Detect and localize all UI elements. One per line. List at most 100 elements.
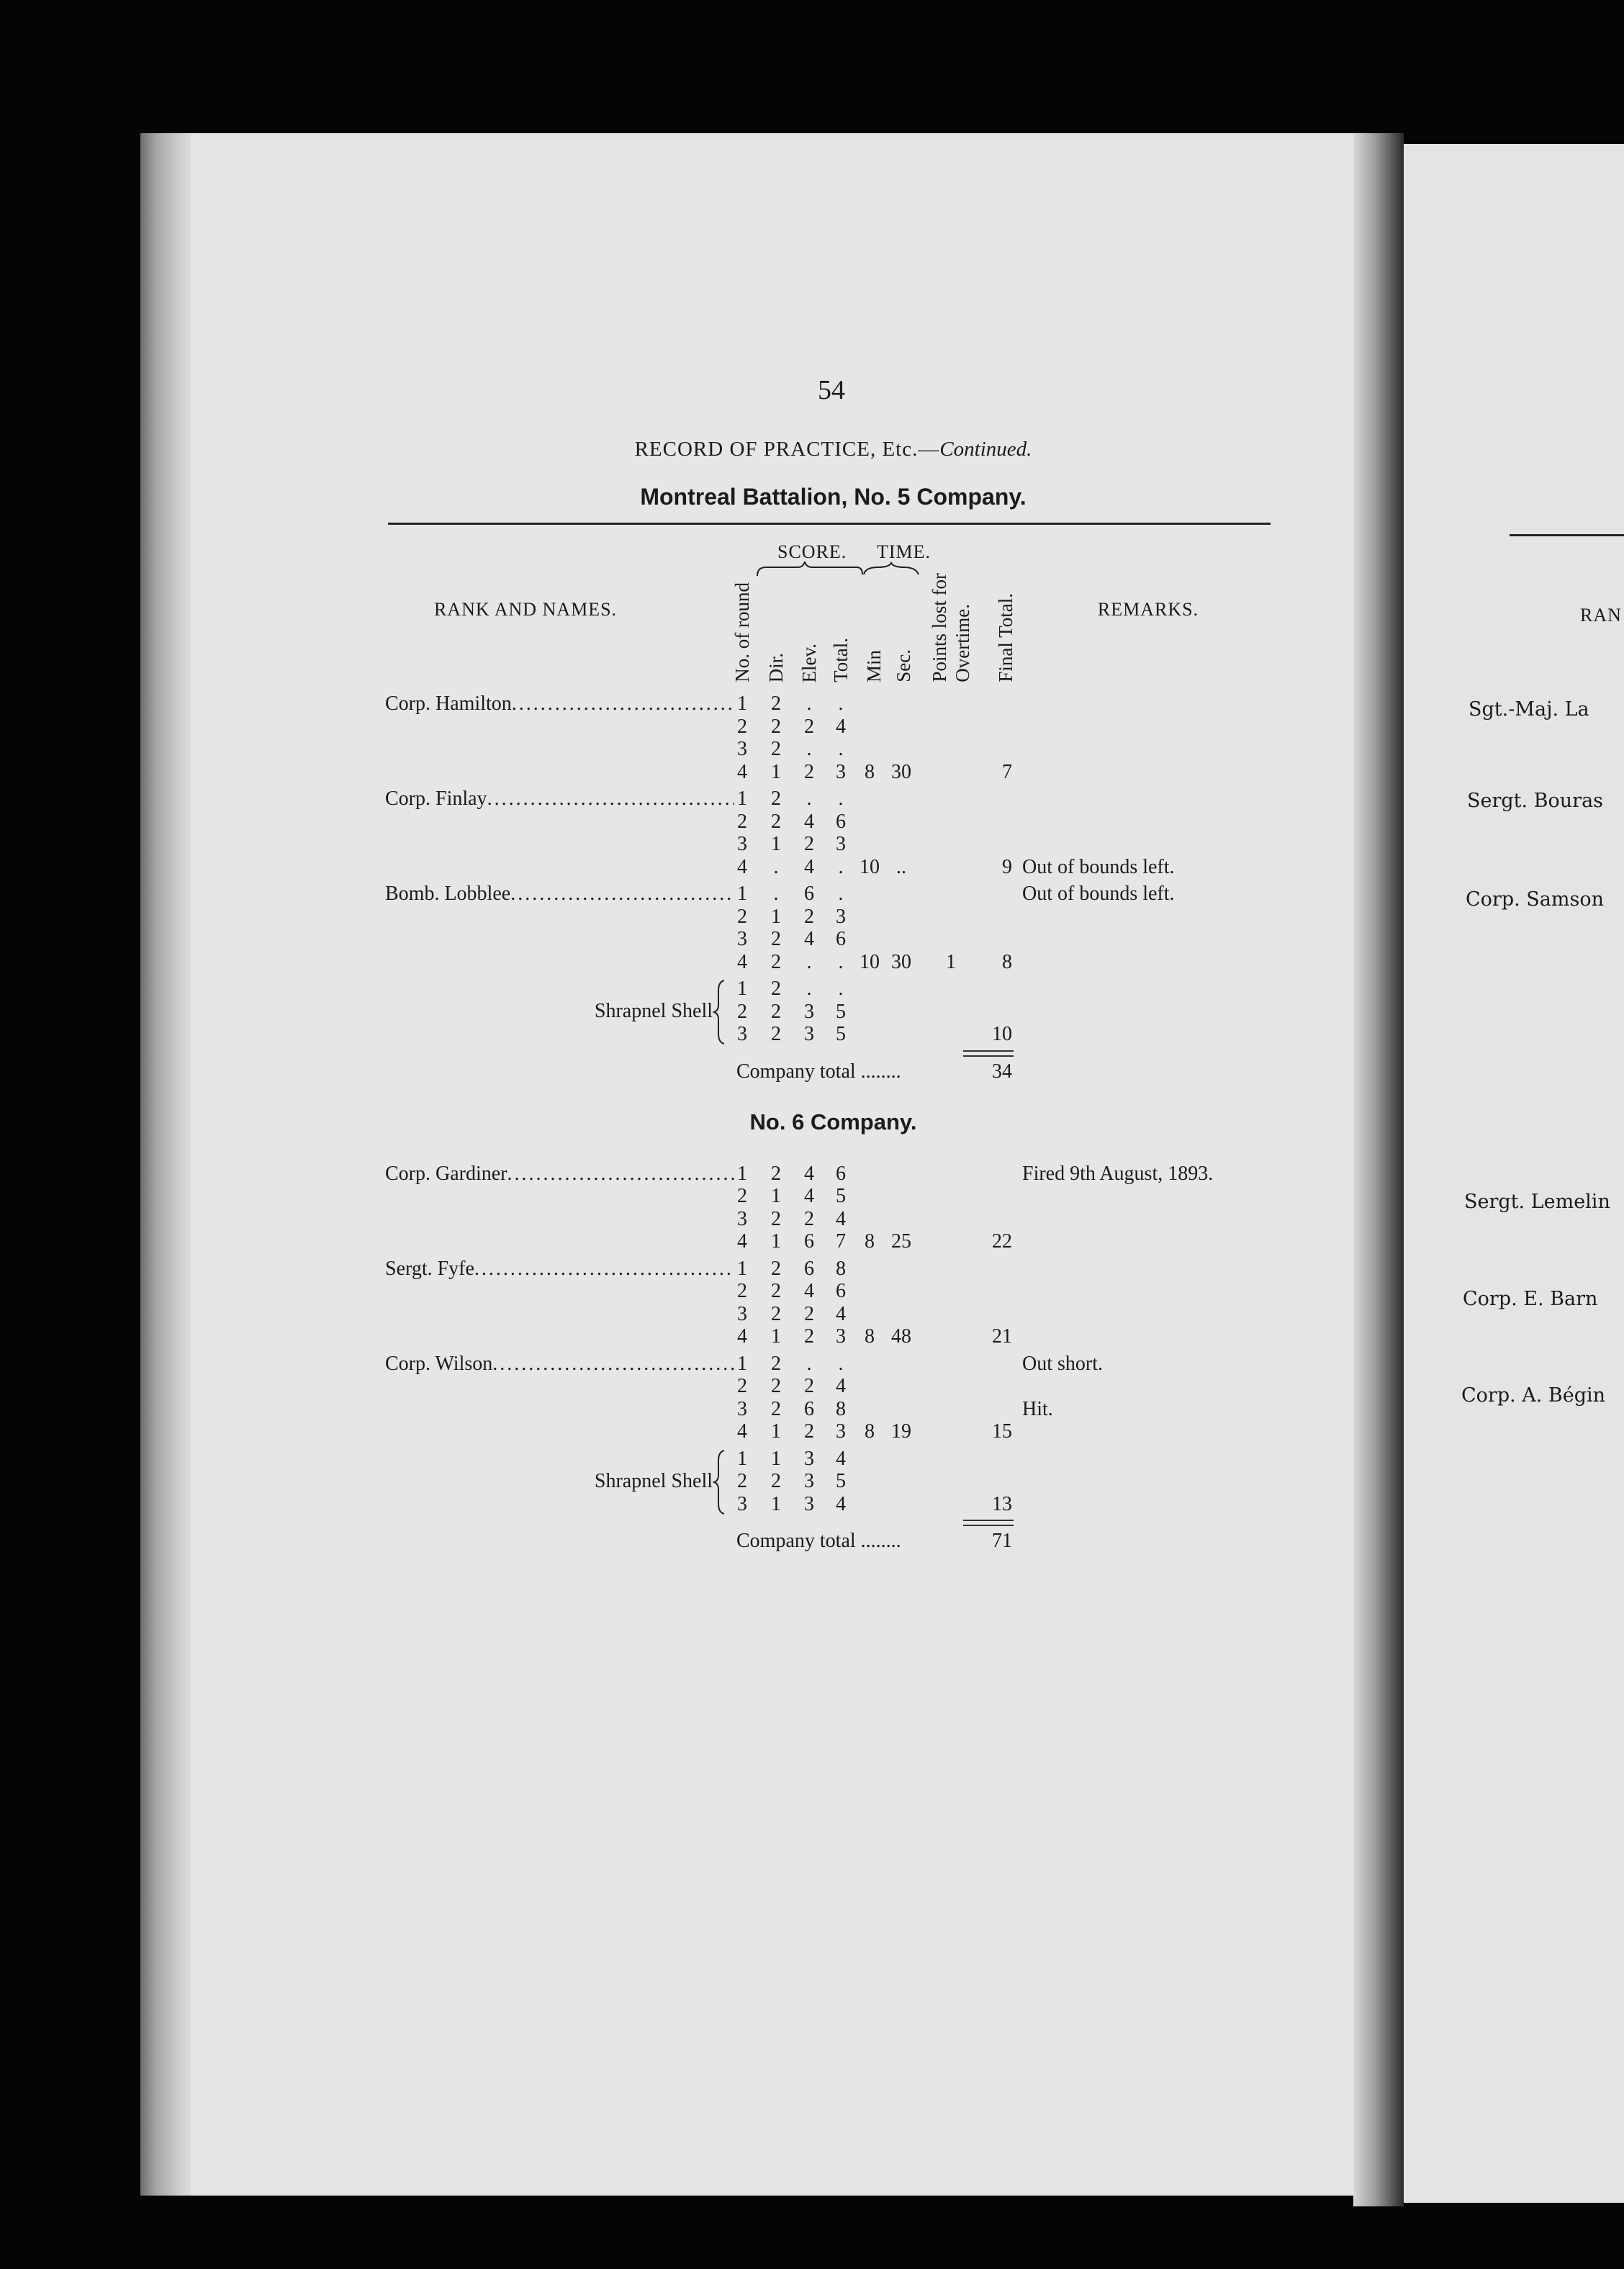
cell-dir: 2 [771,693,781,715]
running-head-italic: Continued. [939,438,1032,461]
entry-corp-finlay: 1 2.. Corp. Finlay .......................… [0,788,1379,878]
col-round: No. of round [731,582,753,682]
name-text: Bomb. Lobblee [385,883,511,905]
cell-total: 8 [836,1397,846,1420]
cell-total: . [838,978,844,1000]
cell-round: 1 [737,693,747,715]
col-points-lost-line2: Overtime. [952,604,973,682]
cell-final-total: 9 [1002,855,1012,878]
cell-dir: 1 [771,833,781,855]
cell-elev: 4 [804,1280,814,1302]
cell-dir: 1 [771,760,781,783]
cell-total: 6 [836,928,846,950]
col-points-lost-line1: Points lost for [929,573,950,682]
company-heading: No. 6 Company. [749,1109,917,1134]
right-col-rank: Ran [1580,605,1622,626]
col-min: Min [863,649,885,682]
cell-elev: 2 [804,1207,814,1230]
cell-elev: 6 [804,1230,814,1253]
cell-elev: 2 [804,1420,814,1443]
cell-round: 4 [737,1325,747,1348]
cell-dir: 2 [771,1000,781,1023]
table-row: 4 2.. 10 30 1 8 [0,951,1379,974]
name-text: Corp. Hamilton [385,693,512,715]
cell-total: 5 [836,1000,846,1023]
name-text: Sergt. Fyfe [385,1257,474,1280]
cell-elev: . [806,738,812,760]
cell-total: 6 [836,1280,846,1302]
cell-sec: 30 [891,760,911,783]
cell-elev: 3 [804,1447,814,1470]
cell-points-lost: 1 [946,950,956,973]
entry-name: Corp. Gardiner .........................… [385,1163,734,1186]
shrapnel-label: Shrapnel Shell [594,1469,713,1492]
cell-dir: 1 [771,1420,781,1443]
cell-round: 2 [737,1000,747,1023]
dot-leader: ........................................… [487,788,734,810]
table-row: 3 2 6 8 Hit. [0,1398,1379,1421]
table-row: 1 2 4 6 Fired 9th August, 1893. Corp. Gardine… [0,1163,1379,1186]
right-page-name: Corp. Samson [1466,888,1604,911]
table-row: 4 1 2 3 8 48 21 [0,1325,1379,1348]
brace-icon [713,980,725,1045]
shrapnel-shell-group: Shrapnel Shell 1 2.. 2 2 3 5 3 2 3 5 10 [0,978,1379,1046]
cell-round: 2 [737,715,747,738]
table-row: 3 2.. [0,738,1379,761]
cell-round: 1 [737,1352,747,1375]
cell-round: 3 [737,1397,747,1420]
cell-total: 4 [836,715,846,738]
cell-dir: 1 [771,1185,781,1207]
cell-round: 4 [737,950,747,973]
cell-total: 5 [836,1023,846,1045]
cell-sec: 48 [891,1325,911,1348]
cell-final-total: 7 [1002,760,1012,783]
cell-total: 4 [836,1447,846,1470]
cell-total: 3 [836,760,846,783]
cell-elev: 2 [804,833,814,855]
table-row: 1 2.. [0,978,1379,1001]
cell-total: . [838,855,844,878]
cell-round: 3 [737,1207,747,1230]
total-underline-row [0,1515,1379,1530]
cell-elev: 4 [804,810,814,833]
table-row: 1 2.. Corp. Finlay .......................… [0,788,1379,811]
cell-final-total: 8 [1002,950,1012,973]
cell-round: 3 [737,1023,747,1045]
cell-total: 8 [836,1257,846,1280]
cell-sec: 30 [891,950,911,973]
cell-elev: 3 [804,1000,814,1023]
cell-total: 3 [836,1420,846,1443]
cell-total: 5 [836,1185,846,1207]
cell-elev: . [806,950,812,973]
cell-total: . [838,1352,844,1375]
cell-dir: 2 [771,738,781,760]
cell-dir: 2 [771,1470,781,1492]
total-underline [963,1050,1014,1057]
total-underline [963,1520,1014,1526]
dot-leader: ........................................… [492,1352,734,1375]
total-underline-row [0,1046,1379,1060]
cell-total: 3 [836,833,846,855]
cell-elev: 6 [804,1397,814,1420]
battalion-heading: Montreal Battalion, No. 5 Company. [640,484,1027,510]
table-row: 1 2.. Out short. Corp. Wilson .............… [0,1353,1379,1376]
cell-final-total: 15 [992,1420,1012,1443]
cell-elev: 4 [804,928,814,950]
table-row: 3 2 3 5 10 [0,1023,1379,1046]
cell-sec: 25 [891,1230,911,1253]
cell-dir: 2 [771,1352,781,1375]
cell-round: 4 [737,855,747,878]
cell-round: 1 [737,1447,747,1470]
cell-elev: . [806,1352,812,1375]
right-page-name: Corp. A. Bégin [1461,1384,1606,1407]
entry-name: Bomb. Lobblee ..........................… [385,883,734,906]
left-page [140,133,1379,2196]
cell-elev: 3 [804,1470,814,1492]
